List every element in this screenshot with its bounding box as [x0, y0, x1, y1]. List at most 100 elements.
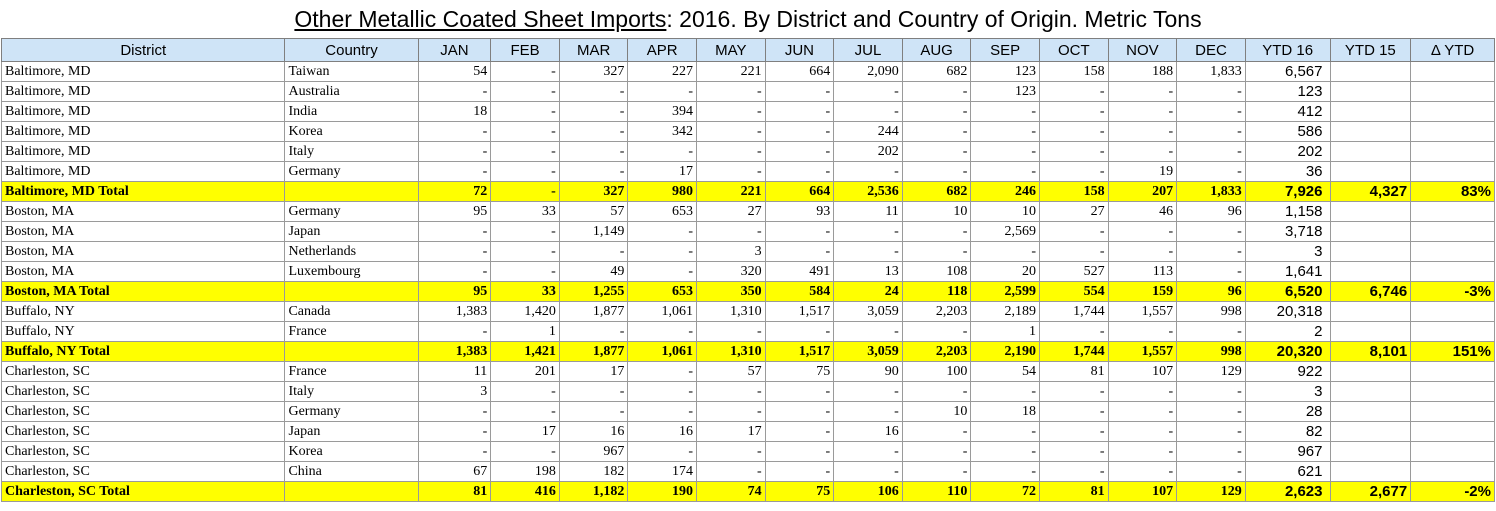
cell-dec: - [1176, 241, 1246, 262]
cell-jan: 11 [417, 361, 492, 382]
cell-aug: - [901, 381, 972, 402]
cell-aug: - [901, 121, 972, 142]
cell-ytd15: 6,746 [1329, 281, 1412, 302]
cell-feb: 1 [490, 321, 560, 342]
cell-apr: 190 [627, 481, 698, 502]
cell-jul: 3,059 [833, 301, 903, 322]
cell-country: Korea [284, 121, 419, 142]
total-row: Charleston, SC Total 81 416 1,182 190 74 75 106… [0, 481, 1495, 502]
cell-dec: - [1176, 441, 1246, 462]
cell-may: 221 [696, 181, 766, 202]
total-row: Boston, MA Total 95 33 1,255 653 350 584 24 118 2… [0, 281, 1495, 302]
page-title: Other Metallic Coated Sheet Imports: 201… [0, 0, 1496, 38]
total-row: Buffalo, NY Total 1,383 1,421 1,877 1,061 1,3… [0, 341, 1495, 362]
cell-delta-ytd [1410, 81, 1495, 102]
cell-ytd16: 7,926 [1244, 181, 1331, 202]
cell-mar: - [558, 381, 629, 402]
cell-jun: - [764, 81, 835, 102]
cell-aug: 118 [901, 281, 972, 302]
cell-may: - [696, 441, 766, 462]
cell-country: Luxembourg [284, 261, 419, 282]
cell-jun: 1,517 [764, 341, 835, 362]
cell-jul: 3,059 [833, 341, 903, 362]
cell-delta-ytd [1410, 61, 1495, 82]
cell-district: Charleston, SC [0, 361, 286, 382]
title-main: Other Metallic Coated Sheet Imports [294, 6, 667, 32]
cell-sep: 246 [970, 181, 1040, 202]
cell-nov: - [1107, 141, 1178, 162]
cell-ytd15 [1329, 241, 1412, 262]
cell-delta-ytd [1410, 441, 1495, 462]
cell-jul: 16 [833, 421, 903, 442]
cell-jun: - [764, 321, 835, 342]
cell-mar: 57 [558, 201, 629, 222]
cell-jan: 1,383 [417, 301, 492, 322]
cell-mar: - [558, 241, 629, 262]
cell-feb: - [490, 401, 560, 422]
cell-aug: 108 [901, 261, 972, 282]
cell-oct: 81 [1038, 481, 1109, 502]
cell-oct: - [1038, 161, 1109, 182]
cell-jan: - [417, 441, 492, 462]
cell-ytd15 [1329, 421, 1412, 442]
cell-district: Boston, MA [0, 241, 286, 262]
cell-sep: 123 [970, 61, 1040, 82]
cell-delta-ytd [1410, 321, 1495, 342]
cell-may: - [696, 81, 766, 102]
cell-delta-ytd [1410, 161, 1495, 182]
cell-jan: - [417, 261, 492, 282]
header-jan: JAN [417, 38, 492, 62]
cell-apr: - [627, 261, 698, 282]
cell-jul: 90 [833, 361, 903, 382]
cell-apr: 980 [627, 181, 698, 202]
cell-delta-ytd [1410, 201, 1495, 222]
cell-country: France [284, 321, 419, 342]
cell-may: 1,310 [696, 341, 766, 362]
cell-country: China [284, 461, 419, 482]
cell-jun: 584 [764, 281, 835, 302]
cell-mar: 967 [558, 441, 629, 462]
cell-apr: 174 [627, 461, 698, 482]
cell-ytd16: 123 [1244, 81, 1331, 102]
cell-ytd15 [1329, 261, 1412, 282]
cell-ytd15: 2,677 [1329, 481, 1412, 502]
cell-oct: 527 [1038, 261, 1109, 282]
cell-aug: - [901, 421, 972, 442]
table-row: Baltimore, MD Taiwan 54-327 227 221 664 2,090 6… [0, 61, 1495, 82]
cell-ytd16: 2,623 [1244, 481, 1331, 502]
cell-jun: 93 [764, 201, 835, 222]
cell-mar: - [558, 401, 629, 422]
cell-may: - [696, 161, 766, 182]
cell-mar: - [558, 321, 629, 342]
cell-apr: 227 [627, 61, 698, 82]
cell-apr: - [627, 81, 698, 102]
table-row: Charleston, SC China 67 198 182 174- - - - - - - -62… [0, 461, 1495, 482]
cell-ytd16: 28 [1244, 401, 1331, 422]
cell-apr: - [627, 361, 698, 382]
cell-district: Charleston, SC [0, 461, 286, 482]
cell-delta-ytd: -3% [1410, 281, 1495, 302]
imports-table: District Country JAN FEB MAR APR MAY JUN… [0, 38, 1495, 502]
cell-feb: 416 [490, 481, 560, 502]
cell-jan: - [417, 321, 492, 342]
cell-feb: - [490, 381, 560, 402]
cell-jul: 202 [833, 141, 903, 162]
cell-nov: - [1107, 461, 1178, 482]
cell-jul: - [833, 401, 903, 422]
cell-nov: 107 [1107, 481, 1178, 502]
table-row: Baltimore, MD Germany - - -17- - - - - -19-36 [0, 161, 1495, 182]
cell-sep: - [970, 381, 1040, 402]
cell-jan: 81 [417, 481, 492, 502]
cell-delta-ytd [1410, 241, 1495, 262]
cell-aug: 2,203 [901, 341, 972, 362]
cell-aug: - [901, 441, 972, 462]
cell-jan: 1,383 [417, 341, 492, 362]
cell-may: - [696, 321, 766, 342]
cell-jul: 2,536 [833, 181, 903, 202]
cell-district: Boston, MA [0, 261, 286, 282]
cell-sep: - [970, 441, 1040, 462]
cell-jun: - [764, 241, 835, 262]
cell-ytd16: 6,520 [1244, 281, 1331, 302]
cell-country: Italy [284, 381, 419, 402]
cell-delta-ytd: -2% [1410, 481, 1495, 502]
